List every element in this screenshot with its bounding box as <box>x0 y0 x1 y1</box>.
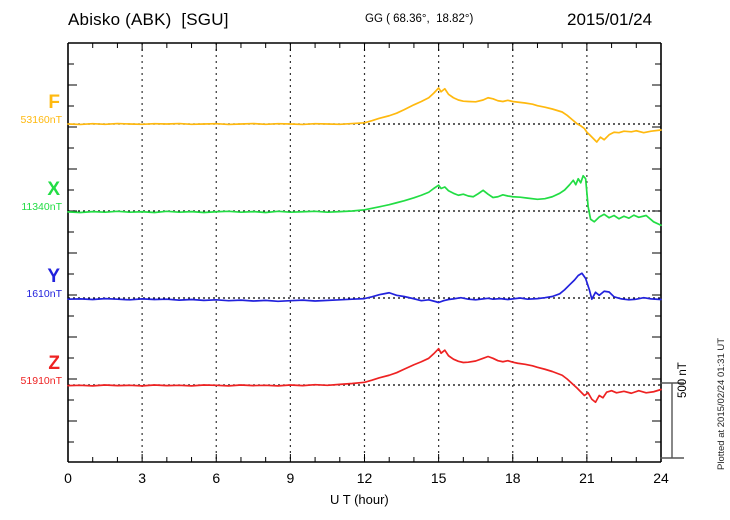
scale-bar <box>660 382 684 459</box>
observation-date: 2015/01/24 <box>567 10 653 29</box>
x-tick-3: 3 <box>138 470 147 486</box>
x-tick-18: 18 <box>504 470 521 486</box>
grid-layer <box>141 43 588 462</box>
x-tick-0: 0 <box>64 470 72 486</box>
component-label-x: X <box>47 179 60 200</box>
component-label-z: Z <box>48 353 60 374</box>
component-label-y: Y <box>47 266 60 287</box>
geographic-coordinates: GG ( 68.36°, 18.82°) <box>365 13 474 25</box>
x-tick-21: 21 <box>579 470 595 486</box>
x-tick-9: 9 <box>286 470 295 486</box>
component-baseline-f: 53160nT <box>20 114 62 126</box>
x-tick-12: 12 <box>356 470 373 486</box>
component-label-f: F <box>48 92 60 113</box>
x-tick-6: 6 <box>212 470 221 486</box>
axis-ticks <box>67 43 662 462</box>
axis-frame <box>67 42 662 463</box>
page-title: Abisko (ABK) [SGU] <box>68 10 229 29</box>
x-tick-24: 24 <box>653 470 669 486</box>
plotted-timestamp: Plotted at 2015/02/24 01:31 UT <box>716 337 727 470</box>
x-tick-15: 15 <box>430 470 447 486</box>
trace-layer <box>67 87 662 404</box>
scale-bar-label: 500 nT <box>677 362 689 398</box>
component-baseline-z: 51910nT <box>20 375 62 387</box>
component-baseline-y: 1610nT <box>26 288 62 300</box>
component-baseline-x: 11340nT <box>21 201 62 213</box>
x-axis-label: U T (hour) <box>330 492 389 507</box>
